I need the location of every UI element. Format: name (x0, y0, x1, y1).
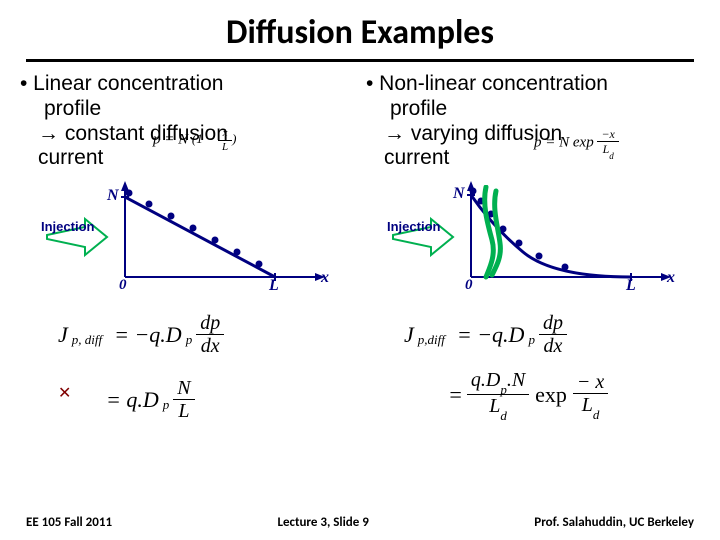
left-mini-eq-p: p = N (153, 131, 188, 147)
y-axis-arrow-icon (121, 181, 129, 191)
left-mini-eq: p = N (1 − xL) (153, 128, 236, 153)
exp-profile-curve (471, 195, 631, 277)
left-tick-mark: ✕ (58, 383, 71, 403)
data-dot (256, 261, 263, 268)
right-eq2: = q.Dp.N Ld exp − x Ld (448, 370, 702, 419)
y-axis-label: N (107, 187, 119, 205)
footer-right: Prof. Salahuddin, UC Berkeley (534, 515, 694, 530)
left-bullet-l2: profile (44, 97, 354, 122)
right-chart-svg (383, 177, 683, 297)
left-eq1-frac: dp dx (196, 313, 224, 356)
left-eq2-sub: p (163, 398, 170, 412)
right-eq1-rhs: = −q.D (457, 323, 525, 346)
right-eq2-frac2-num: − x (573, 372, 608, 392)
left-eq2-num: N (173, 378, 194, 398)
data-dot (470, 188, 477, 195)
right-eq-block: Jp,diff = −q.Dp dp dx = q.Dp.N Ld (404, 313, 702, 419)
linear-profile-line (125, 197, 275, 277)
right-mini-eq-p: p = N exp (534, 135, 594, 151)
data-dot (234, 249, 241, 256)
left-eq2-frac: N L (173, 378, 194, 421)
right-mini-eq-den: Ld (599, 143, 618, 158)
right-mini-eq-frac: −x Ld (597, 128, 618, 158)
right-eq1-num: dp (539, 313, 567, 333)
footer-center: Lecture 3, Slide 9 (277, 515, 368, 530)
right-chart: Injection N 0 L x (383, 177, 683, 297)
data-dot (212, 237, 219, 244)
data-dot (500, 226, 507, 233)
data-dot (126, 190, 133, 197)
data-dot (536, 253, 543, 260)
data-dot (168, 213, 175, 220)
injection-label: Injection (387, 219, 440, 234)
left-eq1-J: J (58, 323, 68, 346)
right-eq2-frac2-den: Ld (578, 395, 604, 418)
right-eq2-frac1: q.Dp.N Ld (467, 370, 529, 419)
left-eq1-rhs-sub: p (186, 333, 193, 347)
left-bullet-l1: • Linear concentration (20, 72, 354, 97)
right-eq1-frac: dp dx (539, 313, 567, 356)
left-eq1-den: dx (197, 336, 224, 356)
left-eq1-rhs: = −q.D (114, 323, 182, 346)
x-axis-label: x (667, 269, 675, 287)
data-dot (190, 225, 197, 232)
right-eq2-frac1-den: Ld (485, 396, 511, 419)
right-column: • Non-linear concentration profile → var… (364, 68, 702, 429)
left-column: • Linear concentration profile → constan… (18, 68, 356, 429)
left-eq2-den: L (174, 401, 193, 421)
data-dot (146, 201, 153, 208)
y-axis-label: N (453, 185, 465, 203)
right-bullet-l2: profile (390, 97, 700, 122)
right-eq2-eq: = (448, 383, 463, 406)
title-rule (26, 59, 694, 62)
left-bullet: • Linear concentration profile → constan… (18, 68, 356, 171)
left-eq2: = q.D p N L (106, 378, 356, 421)
footer: EE 105 Fall 2011 Lecture 3, Slide 9 Prof… (0, 515, 720, 530)
right-eq2-frac1-num: q.Dp.N (467, 370, 529, 393)
origin-label: 0 (119, 277, 127, 294)
footer-left: EE 105 Fall 2011 (26, 515, 112, 530)
right-bullet-l1: • Non-linear concentration (366, 72, 700, 97)
slide-title: Diffusion Examples (0, 0, 720, 59)
right-mini-eq-num: −x (597, 128, 618, 140)
x-axis-label: x (321, 269, 329, 287)
left-chart-svg (37, 177, 337, 297)
l-label: L (626, 277, 636, 295)
right-eq1-rhs-sub: p (528, 333, 535, 347)
right-bullet: • Non-linear concentration profile → var… (364, 68, 702, 171)
right-eq2-frac2: − x Ld (573, 372, 608, 418)
injection-label: Injection (41, 219, 94, 234)
data-dot (488, 211, 495, 218)
left-mini-eq-rest: (1 − xL) (192, 131, 237, 146)
l-label: L (269, 277, 279, 295)
right-eq2-exp: exp (535, 383, 567, 406)
right-eq1-J: J (404, 323, 414, 346)
right-eq1-sub: p,diff (418, 333, 445, 347)
left-chart: Injection N 0 L x (37, 177, 337, 297)
right-eq1: Jp,diff = −q.Dp dp dx (404, 313, 702, 356)
origin-label: 0 (465, 277, 473, 294)
left-eq1: Jp, diff = −q.D p dp dx (58, 313, 356, 356)
data-dot (516, 240, 523, 247)
data-dot (478, 198, 485, 205)
right-mini-eq: p = N exp −x Ld (534, 128, 619, 158)
two-column-layout: • Linear concentration profile → constan… (0, 68, 720, 429)
left-eq-block: Jp, diff = −q.D p dp dx = q.D p N L (58, 313, 356, 421)
data-dot (562, 264, 569, 271)
left-eq1-num: dp (196, 313, 224, 333)
left-eq1-sub: p, diff (72, 333, 102, 347)
left-eq2-lhs: = q.D (106, 388, 159, 411)
right-eq1-den: dx (540, 336, 567, 356)
